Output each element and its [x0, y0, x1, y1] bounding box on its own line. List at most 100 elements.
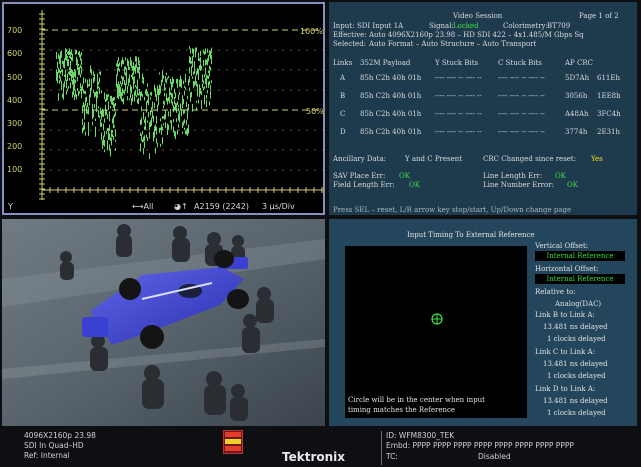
- link-d-ns: 13.481 ns delayed: [543, 397, 608, 405]
- y-tick-200: 200: [7, 142, 22, 151]
- footer-divider: [381, 431, 382, 465]
- link-b-ns: 13.481 ns delayed: [543, 323, 608, 331]
- row-payload: 85h C2h 40h 01h: [360, 128, 422, 136]
- row-c-stuck: ---- ---- -- ---- --: [498, 74, 545, 82]
- selected-label: Selected:: [333, 40, 367, 48]
- link-b-label: Link B to Link A:: [535, 311, 595, 319]
- brand-logo: Tektronix: [282, 450, 346, 464]
- line-length-label: Line Length Err:: [483, 172, 543, 180]
- row-c-stuck: ---- ---- -- ---- --: [498, 110, 545, 118]
- row-crc-1: 5D7Ah: [565, 74, 590, 82]
- audio-warning-icon: [223, 430, 243, 454]
- selected-value: Auto Format – Auto Structure – Auto Tran…: [369, 40, 537, 48]
- timing-panel[interactable]: Input Timing To External Reference Circl…: [329, 219, 637, 426]
- crc-changed-label: CRC Changed since reset:: [483, 155, 577, 163]
- horizontal-offset-label: Horizontal Offset:: [535, 265, 599, 273]
- y-tick-300: 300: [7, 119, 22, 128]
- row-y-stuck: ---- ---- -- ---- --: [435, 92, 482, 100]
- footer-sdi: SDI In Quad–HD: [24, 441, 84, 450]
- status-bar: 4096X2160p 23.98 SDI In Quad–HD Ref: Int…: [0, 428, 641, 467]
- signal-label: Signal:: [429, 22, 454, 30]
- y-tick-700: 700: [7, 26, 22, 35]
- row-payload: 85h C2h 40h 01h: [360, 92, 422, 100]
- vertical-offset-value: Internal Reference: [535, 251, 625, 261]
- row-crc-1: 3056h: [565, 92, 588, 100]
- colorimetry-label: Colorimetry:: [503, 22, 548, 30]
- col-header-ap-crc: AP CRC: [565, 59, 593, 67]
- footer-ref: Ref: Internal: [24, 451, 70, 460]
- sav-label: SAV Place Err:: [333, 172, 386, 180]
- footer-tc-label: TC:: [386, 452, 398, 461]
- pct-100-label: 100%: [300, 27, 323, 36]
- crc-changed-value: Yes: [591, 155, 603, 163]
- row-crc-2: 1EE8h: [597, 92, 621, 100]
- relative-value: Analog(DAC): [555, 300, 602, 308]
- col-header-links: Links: [333, 59, 353, 67]
- link-c-clk: 1 clocks delayed: [547, 372, 606, 380]
- row-crc-2: 2E31h: [597, 128, 620, 136]
- y-tick-600: 600: [7, 49, 22, 58]
- session-title: Video Session: [453, 12, 503, 20]
- input-value: SDI Input 1A: [357, 22, 404, 30]
- footer-format: 4096X2160p 23.98: [24, 431, 96, 440]
- effective-value: Auto 4096X2160p 23.98 – HD SDI 422 – 4x1…: [369, 31, 584, 39]
- timing-target: Circle will be in the center when input …: [345, 246, 527, 418]
- note-line-2: timing matches the Reference: [348, 406, 456, 414]
- link-d-clk: 1 clocks delayed: [547, 409, 606, 417]
- row-c-stuck: ---- ---- -- ---- --: [498, 92, 545, 100]
- row-y-stuck: ---- ---- -- ---- --: [435, 110, 482, 118]
- row-link: B: [340, 92, 346, 100]
- row-link: C: [340, 110, 346, 118]
- col-header-payload: 352M Payload: [360, 59, 411, 67]
- link-d-label: Link D to Link A:: [535, 385, 596, 393]
- channel-label: Y: [8, 202, 13, 211]
- link-b-clk: 1 clocks delayed: [547, 335, 606, 343]
- y-tick-500: 500: [7, 73, 22, 82]
- footer-tc-value: Disabled: [478, 452, 511, 461]
- row-y-stuck: ---- ---- -- ---- --: [435, 128, 482, 136]
- vertical-offset-label: Vertical Offset:: [535, 242, 589, 250]
- ancillary-value: Y and C Present: [405, 155, 463, 163]
- footer-embd: Embd: PPPP PPPP PPPP PPPP PPPP PPPP PPPP…: [386, 441, 574, 450]
- row-link: D: [340, 128, 346, 136]
- field-length-value: OK: [409, 181, 420, 189]
- line-select-icon: ◕↑: [174, 202, 188, 211]
- ancillary-label: Ancillary Data:: [333, 155, 387, 163]
- display-mode[interactable]: ⟷All: [132, 202, 154, 211]
- row-crc-1: A48Ah: [565, 110, 589, 118]
- y-tick-100: 100: [7, 165, 22, 174]
- waveform-graticule: 700 600 500 400 300 200 100 100% 50%: [7, 10, 323, 200]
- footer-id: ID: WFM8300_TEK: [386, 431, 455, 440]
- sav-value: OK: [399, 172, 410, 180]
- row-y-stuck: ---- ---- -- ---- --: [435, 74, 482, 82]
- horizontal-offset-value: Internal Reference: [535, 274, 625, 284]
- row-payload: 85h C2h 40h 01h: [360, 110, 422, 118]
- colorimetry-value: BT709: [547, 22, 571, 30]
- input-label: Input:: [333, 22, 355, 30]
- video-picture: [2, 219, 325, 426]
- note-line-1: Circle will be in the center when input: [348, 396, 485, 404]
- link-c-label: Link C to Link A:: [535, 348, 595, 356]
- line-number-value: OK: [567, 181, 578, 189]
- effective-label: Effective:: [333, 31, 367, 39]
- line-number[interactable]: A2159 (2242): [194, 202, 249, 211]
- video-session-panel[interactable]: Video Session Page 1 of 2 Input: SDI Inp…: [329, 2, 637, 215]
- timebase: 3 µs/Div: [262, 202, 295, 211]
- key-hint: Press SEL – reset, L/R arrow key stop/st…: [333, 206, 572, 214]
- pct-50-label: 50%: [306, 107, 323, 116]
- signal-value: Locked: [453, 22, 479, 30]
- row-c-stuck: ---- ---- -- ---- --: [498, 128, 545, 136]
- picture-display[interactable]: [2, 219, 325, 426]
- row-crc-2: 611Eh: [597, 74, 620, 82]
- row-crc-2: 3FC4h: [597, 110, 621, 118]
- field-length-label: Field Length Err:: [333, 181, 395, 189]
- col-header-c-stuck: C Stuck Bits: [498, 59, 542, 67]
- line-number-label: Line Number Error:: [483, 181, 554, 189]
- waveform-monitor[interactable]: 700 600 500 400 300 200 100 100% 50% Y ⟷…: [2, 2, 325, 215]
- relative-label: Relative to:: [535, 288, 576, 296]
- link-c-ns: 13.481 ns delayed: [543, 360, 608, 368]
- row-payload: 85h C2h 40h 01h: [360, 74, 422, 82]
- row-link: A: [340, 74, 346, 82]
- col-header-y-stuck: Y Stuck Bits: [435, 59, 479, 67]
- row-crc-1: 3774h: [565, 128, 588, 136]
